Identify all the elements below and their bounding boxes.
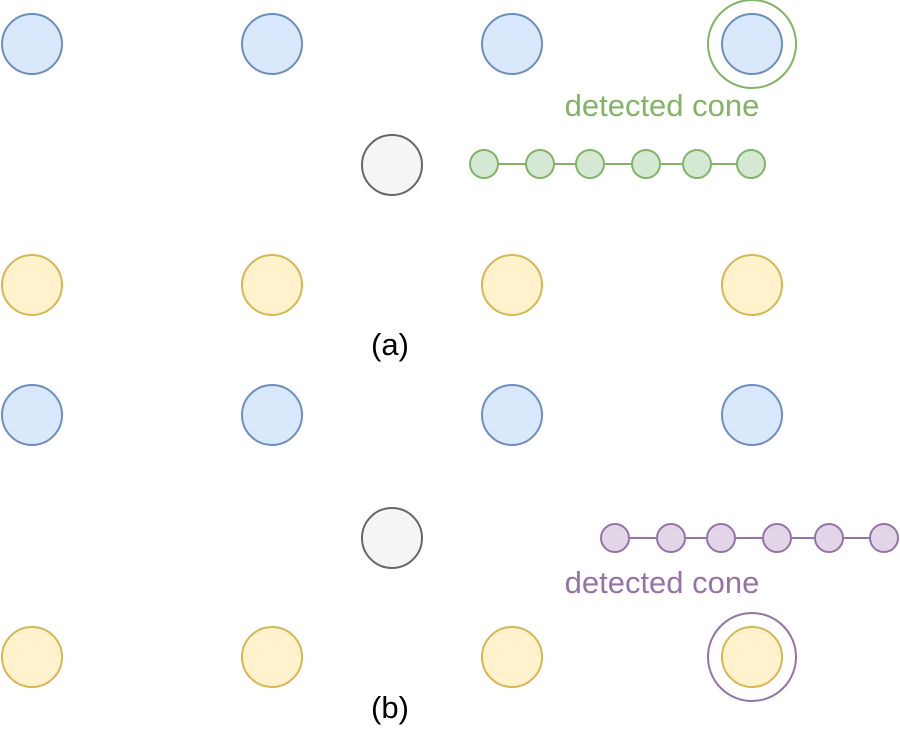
yellow-cone xyxy=(241,626,303,688)
detected-cone-highlight-ring xyxy=(707,612,797,702)
detected-cone-label: detected cone xyxy=(565,565,760,600)
track-node xyxy=(706,523,736,553)
track-line-a xyxy=(469,149,766,179)
blue-cone xyxy=(721,384,783,446)
track-node xyxy=(762,523,792,553)
vehicle-marker xyxy=(361,134,423,196)
blue-cone xyxy=(721,13,783,75)
panel-b: detected cone (b) xyxy=(1,384,899,725)
track-node xyxy=(656,523,686,553)
yellow-cone xyxy=(481,254,543,316)
track-node xyxy=(525,149,555,179)
track-line-b xyxy=(600,523,899,553)
yellow-cone-row-b xyxy=(1,626,783,688)
blue-cone xyxy=(241,13,303,75)
detected-cone-highlight-ring xyxy=(707,0,797,89)
yellow-cone xyxy=(241,254,303,316)
yellow-cone xyxy=(1,626,63,688)
track-node xyxy=(600,523,630,553)
panel-label-b: (b) xyxy=(371,690,409,725)
blue-cone-row-b xyxy=(1,384,783,446)
blue-cone xyxy=(1,13,63,75)
blue-cone xyxy=(481,384,543,446)
track-node xyxy=(814,523,844,553)
track-node xyxy=(869,523,899,553)
vehicle-marker xyxy=(361,507,423,569)
blue-cone xyxy=(241,384,303,446)
blue-cone xyxy=(1,384,63,446)
yellow-cone-row-a xyxy=(1,254,783,316)
detected-cone-label: detected cone xyxy=(565,88,760,123)
track-node xyxy=(575,149,605,179)
yellow-cone xyxy=(721,254,783,316)
panel-label-a: (a) xyxy=(371,327,409,362)
blue-cone xyxy=(481,13,543,75)
yellow-cone xyxy=(1,254,63,316)
blue-cone-row-a xyxy=(1,13,783,75)
yellow-cone xyxy=(721,626,783,688)
panel-a: detected cone (a) xyxy=(1,0,797,362)
track-node xyxy=(682,149,712,179)
track-node xyxy=(631,149,661,179)
yellow-cone xyxy=(481,626,543,688)
track-node xyxy=(469,149,499,179)
track-node xyxy=(736,149,766,179)
